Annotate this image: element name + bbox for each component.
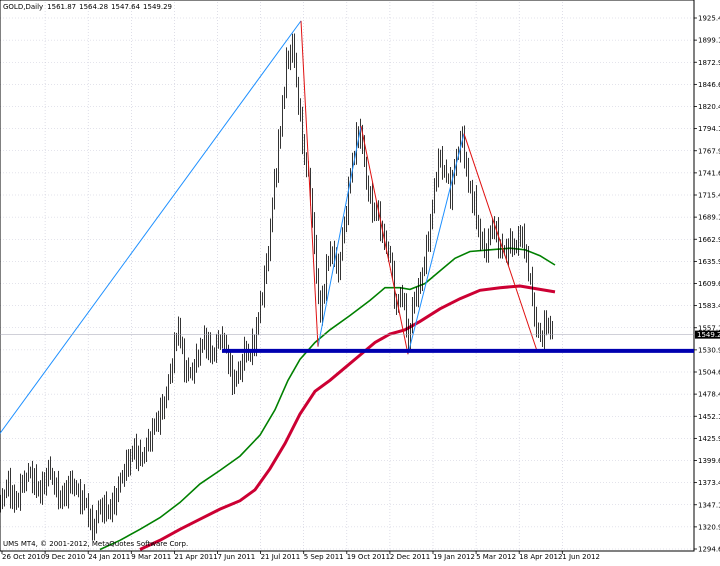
price-tick-label: 1583.40 xyxy=(698,302,720,310)
price-tick-label: 1530.90 xyxy=(698,346,720,354)
price-tick-label: 1504.65 xyxy=(698,369,720,377)
price-tick-label: 1715.40 xyxy=(698,192,720,200)
trend-line-down xyxy=(463,133,538,352)
ohlc-close: 1549.29 xyxy=(143,3,172,11)
ohlc-high: 1564.28 xyxy=(79,3,108,11)
date-axis: 26 Oct 2010 9 Dec 2010 24 Jan 2011 9 Mar 20… xyxy=(1,551,600,561)
date-tick-label: 21 Jul 2011 xyxy=(261,553,301,561)
date-tick-label: 9 Dec 2010 xyxy=(45,553,85,561)
price-tick-label: 1478.40 xyxy=(698,391,720,399)
price-tick-label: 1767.90 xyxy=(698,147,720,155)
price-tick-label: 1373.40 xyxy=(698,479,720,487)
price-tick-label: 1399.65 xyxy=(698,457,720,465)
price-tick-label: 1820.40 xyxy=(698,103,720,111)
price-tick-label: 1347.15 xyxy=(698,501,720,509)
trend-line-down xyxy=(360,125,409,355)
trend-line-up xyxy=(0,20,302,434)
current-price-box xyxy=(695,330,720,339)
price-tick-label: 1741.65 xyxy=(698,169,720,177)
date-tick-label: 19 Oct 2011 xyxy=(347,553,390,561)
price-axis: 1925.40 1899.15 1872.90 1846.65 1820.40 1794.… xyxy=(694,15,720,554)
current-price-text: 1549.29 xyxy=(697,331,720,339)
trend-line-down xyxy=(300,20,319,347)
price-tick-label: 1425.90 xyxy=(698,435,720,443)
price-tick-label: 1320.90 xyxy=(698,523,720,531)
price-tick-label: 1899.15 xyxy=(698,37,720,45)
price-bars xyxy=(0,33,553,541)
price-tick-label: 1557.15 xyxy=(698,324,720,332)
trend-line-up xyxy=(317,125,362,347)
price-tick-label: 1294.65 xyxy=(698,546,720,554)
current-price-label: 1549.29 xyxy=(0,330,720,339)
price-tick-label: 1925.40 xyxy=(698,15,720,23)
price-tick-label: 1609.65 xyxy=(698,280,720,288)
date-tick-label: 2 Dec 2011 xyxy=(390,553,430,561)
price-tick-label: 1872.90 xyxy=(698,59,720,67)
ohlc-low: 1547.64 xyxy=(111,3,140,11)
moving-average-fast xyxy=(99,247,556,551)
date-tick-label: 19 Jan 2012 xyxy=(433,553,475,561)
date-tick-label: 7 Jun 2011 xyxy=(218,553,256,561)
price-tick-label: 1846.65 xyxy=(698,81,720,89)
ohlc-open: 1561.87 xyxy=(47,3,76,11)
symbol-period: GOLD,Daily xyxy=(3,3,43,11)
price-tick-label: 1794.15 xyxy=(698,125,720,133)
trend-lines[interactable] xyxy=(0,20,538,434)
date-tick-label: 21 Apr 2011 xyxy=(174,553,217,561)
moving-average-slow xyxy=(139,284,556,551)
date-tick-label: 5 Mar 2012 xyxy=(476,553,516,561)
date-tick-label: 5 Sep 2011 xyxy=(304,553,344,561)
date-tick-label: 24 Jan 2011 xyxy=(88,553,130,561)
date-tick-label: 1 Jun 2012 xyxy=(562,553,600,561)
chart-header: GOLD,Daily 1561.87 1564.28 1547.64 1549.29 xyxy=(3,3,172,11)
moving-averages xyxy=(99,247,556,551)
date-tick-label: 18 Apr 2012 xyxy=(519,553,562,561)
date-tick-label: 26 Oct 2010 xyxy=(2,553,45,561)
date-tick-label: 9 Mar 2011 xyxy=(131,553,171,561)
price-tick-label: 1689.15 xyxy=(698,214,720,222)
price-tick-label: 1452.15 xyxy=(698,413,720,421)
price-tick-label: 1662.90 xyxy=(698,236,720,244)
trend-line-up xyxy=(407,133,465,355)
copyright-text: UMS MT4, © 2001-2012, MetaQuotes Softwar… xyxy=(3,540,188,548)
price-tick-label: 1635.90 xyxy=(698,258,720,266)
